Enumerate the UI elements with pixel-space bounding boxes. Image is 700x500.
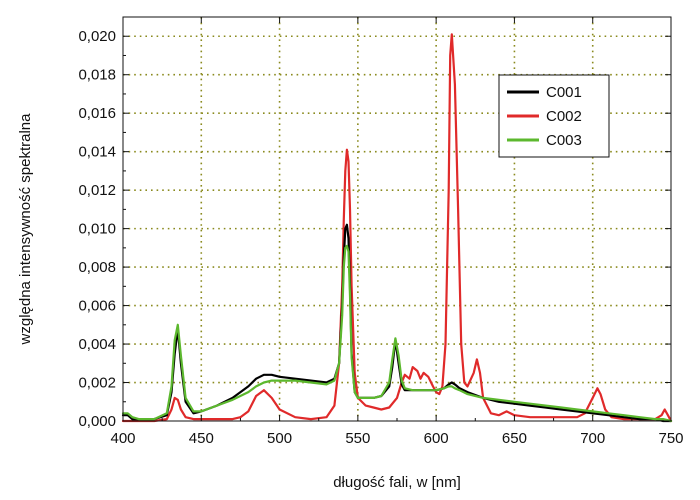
series-line-c002 — [121, 33, 673, 423]
x-axis-label: długość fali, w [nm] — [333, 474, 461, 491]
y-tick-label: 0,000 — [78, 413, 116, 430]
y-tick-label: 0,012 — [78, 182, 116, 199]
series-lines — [121, 33, 673, 423]
series-line-c003 — [121, 244, 673, 423]
x-tick-label: 400 — [110, 430, 135, 447]
x-tick-label: 750 — [658, 430, 683, 447]
x-tick-label: 550 — [345, 430, 370, 447]
y-tick-label: 0,016 — [78, 105, 116, 122]
y-tick-label: 0,018 — [78, 67, 116, 84]
y-tick-label: 0,006 — [78, 298, 116, 315]
legend-label-c002: C002 — [546, 108, 582, 125]
x-tick-label: 500 — [267, 430, 292, 447]
x-tick-label: 450 — [189, 430, 214, 447]
x-tick-label: 650 — [502, 430, 527, 447]
legend-label-c003: C003 — [546, 132, 582, 149]
legend: C001 C002 C003 — [498, 74, 610, 158]
legend-label-c001: C001 — [546, 84, 582, 101]
series-line-c001 — [121, 223, 673, 423]
y-axis-label: względna intensywność spektralna — [17, 113, 34, 346]
axis-ticks: 400 450 500 550 600 650 700 750 0,000 0,002 0,004 0… — [78, 17, 684, 447]
x-tick-label: 700 — [580, 430, 605, 447]
y-tick-label: 0,014 — [78, 144, 116, 161]
y-tick-label: 0,004 — [78, 336, 116, 353]
y-tick-label: 0,020 — [78, 28, 116, 45]
x-tick-label: 600 — [424, 430, 449, 447]
y-tick-label: 0,010 — [78, 221, 116, 238]
y-tick-label: 0,002 — [78, 375, 116, 392]
y-tick-label: 0,008 — [78, 259, 116, 276]
